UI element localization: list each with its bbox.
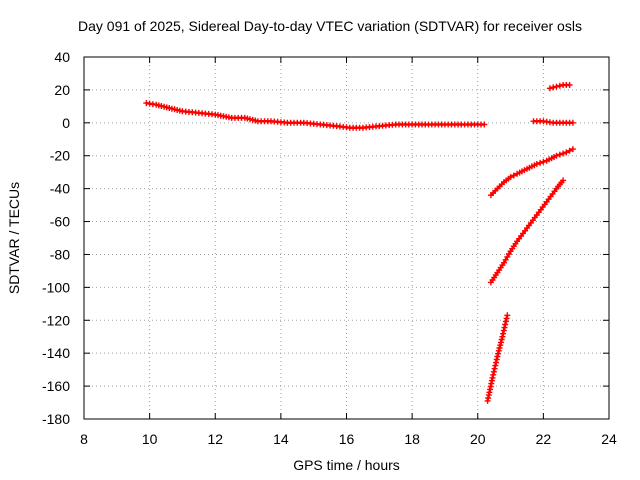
data-point — [569, 146, 576, 153]
ticks: 8 10 12 14 16 18 20 22 24 40 20 0 -20 -40 -60 -80 -100 -1… — [42, 49, 617, 447]
y-tick-label: -140 — [42, 345, 70, 361]
data-point — [556, 82, 563, 89]
series-1 — [143, 100, 488, 131]
data-point — [569, 119, 576, 126]
y-tick-label: -20 — [50, 148, 70, 164]
data-point — [540, 158, 547, 165]
data-point — [481, 121, 488, 128]
x-axis-label: GPS time / hours — [293, 457, 400, 473]
x-tick-label: 20 — [470, 431, 486, 447]
data-point — [566, 147, 573, 154]
y-tick-label: -160 — [42, 378, 70, 394]
x-tick-label: 8 — [80, 431, 88, 447]
data-point — [563, 149, 570, 156]
x-tick-label: 10 — [142, 431, 158, 447]
y-tick-label: 40 — [54, 49, 70, 65]
data-point — [504, 312, 511, 319]
data-point — [556, 151, 563, 158]
data-point — [533, 161, 540, 167]
series-2 — [487, 146, 576, 199]
data-point — [560, 177, 567, 184]
data-point — [566, 82, 573, 88]
x-tick-label: 18 — [404, 431, 420, 447]
x-tick-label: 16 — [339, 431, 355, 447]
series-4 — [484, 312, 511, 404]
data-point — [553, 83, 560, 90]
data-point — [560, 150, 567, 157]
series-3 — [487, 177, 567, 286]
x-tick-label: 24 — [601, 431, 617, 447]
data-point — [553, 152, 560, 159]
data-point — [550, 84, 557, 91]
y-tick-label: -180 — [42, 411, 70, 427]
data-point — [507, 174, 514, 181]
data-point — [546, 85, 553, 92]
y-tick-label: 0 — [62, 115, 70, 131]
y-tick-label: -100 — [42, 279, 70, 295]
x-tick-label: 12 — [207, 431, 223, 447]
data-point — [537, 159, 544, 166]
y-tick-label: -120 — [42, 312, 70, 328]
data-series — [143, 82, 576, 404]
y-tick-label: -80 — [50, 246, 70, 262]
data-point — [496, 345, 503, 351]
series-6 — [546, 82, 573, 92]
y-tick-label: 20 — [54, 82, 70, 98]
chart-title: Day 091 of 2025, Sidereal Day-to-day VTE… — [78, 18, 582, 34]
series-5 — [530, 118, 576, 126]
data-point — [510, 172, 517, 179]
x-tick-label: 14 — [273, 431, 289, 447]
y-tick-label: -40 — [50, 181, 70, 197]
y-tick-label: -60 — [50, 214, 70, 230]
grid — [84, 57, 609, 419]
x-tick-label: 22 — [536, 431, 552, 447]
